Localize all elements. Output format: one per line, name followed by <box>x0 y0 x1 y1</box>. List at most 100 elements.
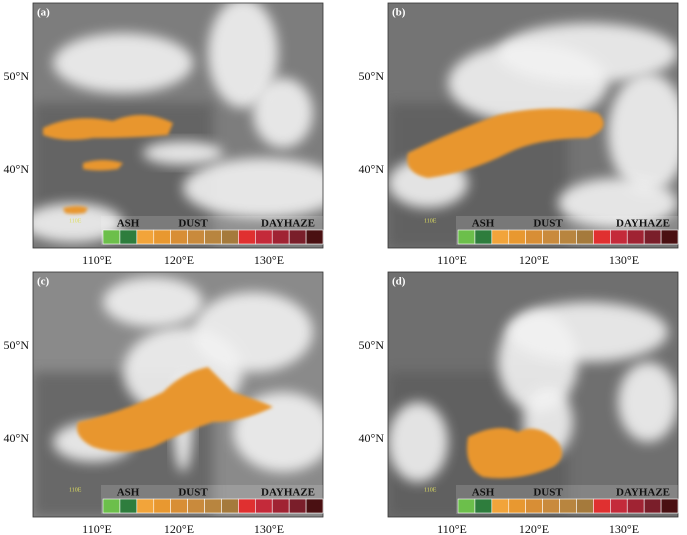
colorbar-cell <box>559 229 577 245</box>
colorbar-cell <box>525 498 543 514</box>
image-frame <box>32 2 324 249</box>
colorbar-cell <box>576 498 594 514</box>
cloud <box>388 402 448 482</box>
cloud <box>508 302 668 362</box>
cloud <box>253 78 313 148</box>
colorbar-cell <box>610 229 628 245</box>
colorbar-cell <box>559 498 577 514</box>
lat-label: 50°N <box>359 338 385 352</box>
lon-label: 130°E <box>609 522 639 535</box>
lat-label: 40°N <box>359 431 385 445</box>
cloud <box>193 292 313 372</box>
colorbar-cell <box>660 498 679 514</box>
lon-label: 120°E <box>519 253 549 267</box>
cloud <box>183 158 323 218</box>
lon-label: 110°E <box>437 253 467 267</box>
lon-label: 120°E <box>164 253 194 267</box>
grid-label: 110E <box>424 218 437 224</box>
colorbar-cell <box>643 498 662 514</box>
colorbar-cell <box>187 229 205 245</box>
colorbar-cell <box>136 229 155 245</box>
colorbar-cell <box>288 498 307 514</box>
image-frame <box>32 271 324 518</box>
lon-label: 110°E <box>82 522 112 535</box>
colorbar-cell <box>457 498 476 514</box>
colorbar-cell <box>660 229 679 245</box>
satellite-image: 110E <box>33 272 323 517</box>
colorbar-cell <box>457 229 476 245</box>
colorbar-cell <box>136 498 155 514</box>
colorbar-cell <box>643 229 662 245</box>
satellite-image: 110E <box>33 3 323 248</box>
colorbar-cell <box>255 498 273 514</box>
colorbar-cell <box>153 229 171 245</box>
colorbar-cell <box>626 229 645 245</box>
colorbar-cell <box>542 498 560 514</box>
legend-label: DAYHAZE <box>261 218 315 230</box>
colorbar-cell <box>305 498 324 514</box>
cloud <box>143 141 223 165</box>
colorbar-cell <box>474 498 493 514</box>
panel-label: (b) <box>392 7 406 19</box>
colorbar-cell <box>542 229 560 245</box>
colorbar-cell <box>525 229 543 245</box>
legend-label: DAYHAZE <box>616 218 670 230</box>
panel-label: (a) <box>37 7 50 19</box>
colorbar-cell <box>221 229 239 245</box>
lon-label: 130°E <box>254 253 284 267</box>
legend-label: DUST <box>178 218 208 230</box>
cloud <box>608 73 678 193</box>
dust-area <box>77 367 273 452</box>
colorbar-cell <box>102 229 121 245</box>
colorbar-cell <box>610 498 628 514</box>
panel-label: (c) <box>37 276 50 288</box>
colorbar-cell <box>221 498 239 514</box>
image-frame <box>387 271 679 518</box>
colorbar-cell <box>153 498 171 514</box>
colorbar-cell <box>508 498 526 514</box>
cloud <box>53 33 193 93</box>
panel-label: (d) <box>392 276 406 288</box>
cloud <box>498 23 678 83</box>
colorbar-cell <box>170 229 188 245</box>
colorbar-cell <box>288 229 307 245</box>
colorbar-cell <box>491 229 510 245</box>
legend-label: ASH <box>117 218 140 230</box>
panel: 110E (c) ASH DUST DAYHAZE 50°N 40°N 110°E 120°E 1… <box>4 271 324 535</box>
colorbar-cell <box>593 229 611 245</box>
colorbar-cell <box>119 229 138 245</box>
colorbar-cell <box>491 498 510 514</box>
grid-label: 110E <box>69 218 82 224</box>
colorbar-cell <box>102 498 121 514</box>
colorbar-cell <box>119 498 138 514</box>
dust-area <box>407 108 604 178</box>
legend-label: ASH <box>472 487 495 499</box>
legend-label: DUST <box>178 487 208 499</box>
panel: 110E (a) ASH DUST DAYHAZE 50°N 40°N 110°E 120°E 1… <box>4 2 324 267</box>
legend-label: ASH <box>117 487 140 499</box>
lon-label: 110°E <box>437 522 467 535</box>
dust-area <box>43 114 173 214</box>
legend-label: DAYHAZE <box>616 487 670 499</box>
cloud <box>618 362 678 442</box>
cloud <box>103 277 203 327</box>
colorbar-cell <box>508 229 526 245</box>
legend-label: DUST <box>533 218 563 230</box>
legend-label: ASH <box>472 218 495 230</box>
colorbar-cell <box>271 498 290 514</box>
grid-label: 110E <box>424 487 437 493</box>
lat-label: 50°N <box>4 69 30 83</box>
lon-label: 130°E <box>609 253 639 267</box>
lat-label: 40°N <box>359 162 385 176</box>
satellite-image: 110E <box>388 272 678 517</box>
colorbar-cell <box>255 229 273 245</box>
colorbar-cell <box>187 498 205 514</box>
dust-area <box>467 428 562 479</box>
grid-label: 110E <box>69 487 82 493</box>
colorbar-cell <box>626 498 645 514</box>
panel: 110E (d) ASH DUST DAYHAZE 50°N 40°N 110°E 120°E 1… <box>359 271 679 535</box>
lat-label: 50°N <box>359 69 385 83</box>
legend-label: DUST <box>533 487 563 499</box>
lon-label: 110°E <box>82 253 112 267</box>
